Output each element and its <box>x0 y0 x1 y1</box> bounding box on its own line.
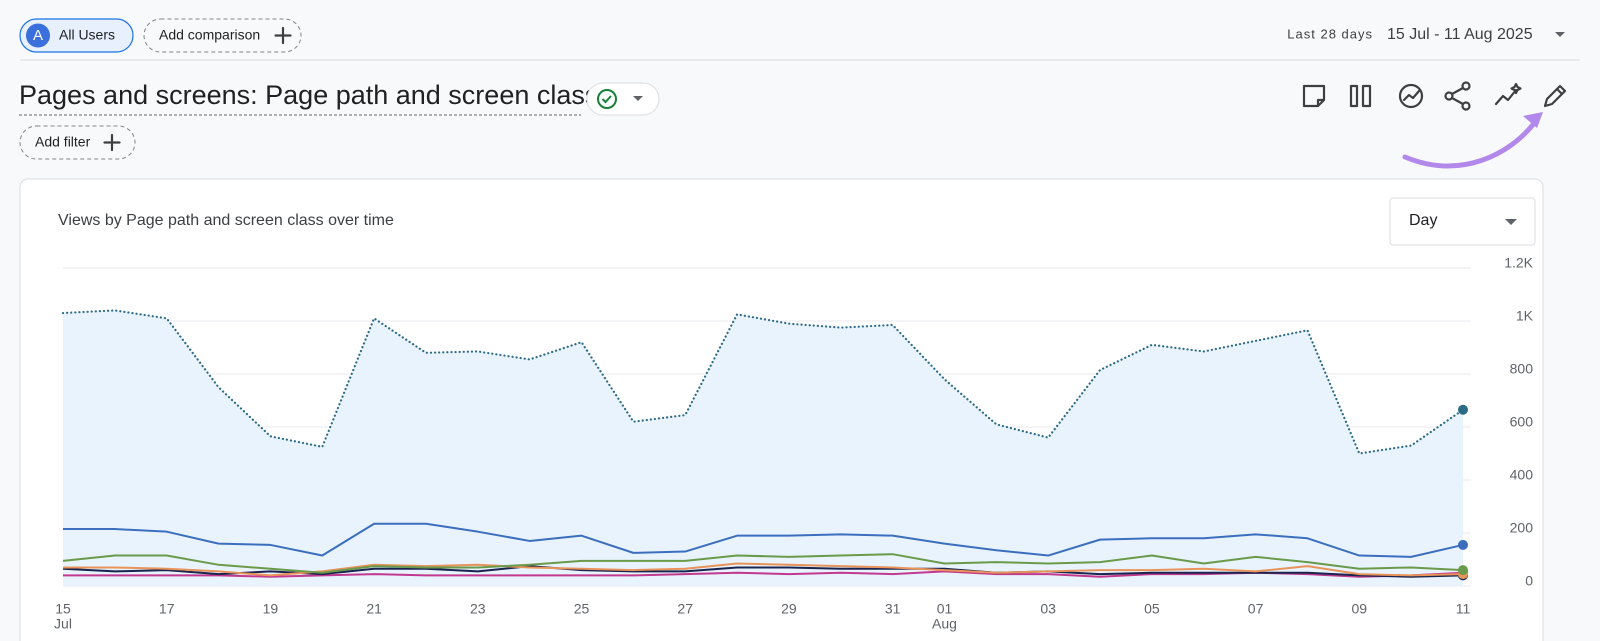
y-tick-label: 800 <box>1510 361 1534 377</box>
x-tick-label: 21 <box>366 601 382 617</box>
add-filter-label[interactable]: Add filter <box>35 134 91 150</box>
series-line <box>62 553 1464 574</box>
edit-icon[interactable] <box>1543 84 1567 108</box>
add-comparison-label[interactable]: Add comparison <box>159 27 260 43</box>
insights-icon[interactable] <box>1398 83 1424 109</box>
x-tick-label: 03 <box>1040 601 1056 617</box>
share-lines <box>1450 86 1465 106</box>
x-tick-label: 17 <box>159 601 175 617</box>
notes-icon[interactable] <box>1302 84 1326 108</box>
date-range-label: Last 28 days <box>1287 26 1373 41</box>
add-comparison-chip[interactable] <box>143 18 302 53</box>
x-tick-label: 31 <box>885 601 901 617</box>
y-tick-label: 400 <box>1510 467 1534 483</box>
check-icon <box>597 89 617 109</box>
granularity-label[interactable]: Day <box>1409 212 1437 229</box>
granularity-select[interactable] <box>1389 197 1536 246</box>
chart-title: Views by Page path and screen class over… <box>58 212 394 229</box>
x-tick-label: 23 <box>470 601 486 617</box>
segment-label[interactable]: All Users <box>59 27 115 43</box>
end-marker <box>1458 539 1468 550</box>
plus-icon <box>103 133 121 152</box>
series-line <box>63 522 1464 558</box>
x-tick-label: 29 <box>781 601 797 617</box>
x-month-label: Aug <box>932 616 957 632</box>
x-tick-label: 15 <box>55 601 71 617</box>
segment-chip[interactable] <box>19 18 134 53</box>
report-title: Pages and screens: Page path and screen … <box>19 80 598 110</box>
dropdown-arrow[interactable] <box>633 96 643 101</box>
y-tick-label: 200 <box>1510 520 1534 536</box>
end-marker <box>1458 565 1468 576</box>
x-tick-label: 09 <box>1352 601 1368 617</box>
share-node <box>1461 101 1471 111</box>
y-tick-label: 1K <box>1516 308 1534 324</box>
share-node <box>1461 81 1471 91</box>
dropdown-arrow[interactable] <box>1555 32 1565 37</box>
dropdown-arrow[interactable] <box>1505 219 1517 225</box>
x-tick-label: 05 <box>1144 601 1160 617</box>
y-tick-label: 1.2K <box>1504 255 1533 271</box>
plus-icon <box>274 26 292 45</box>
add-filter-chip[interactable] <box>19 125 136 160</box>
x-tick-label: 01 <box>937 601 953 617</box>
series-line <box>63 562 1464 577</box>
end-marker <box>1458 404 1468 415</box>
date-range[interactable]: 15 Jul - 11 Aug 2025 <box>1387 26 1533 43</box>
avatar-letter: A <box>33 27 43 44</box>
y-tick-label: 600 <box>1510 414 1534 430</box>
check-mark <box>601 95 612 104</box>
avatar <box>26 23 50 48</box>
share-node[interactable] <box>1444 91 1454 101</box>
sparkle-icon[interactable] <box>1494 82 1522 106</box>
x-tick-label: 27 <box>677 601 693 617</box>
area <box>63 310 1463 586</box>
x-tick-label: 25 <box>574 601 590 617</box>
y-tick-label: 0 <box>1525 573 1533 589</box>
x-tick-label: 11 <box>1456 601 1471 617</box>
insights-trend <box>1402 89 1421 102</box>
x-tick-label: 19 <box>263 601 279 617</box>
x-tick-label: 07 <box>1248 601 1264 617</box>
annotation-arrowhead <box>1523 112 1543 128</box>
annotation-arrow <box>1402 119 1538 169</box>
x-month-label: Jul <box>54 616 72 632</box>
compare-icon[interactable] <box>1349 84 1372 108</box>
